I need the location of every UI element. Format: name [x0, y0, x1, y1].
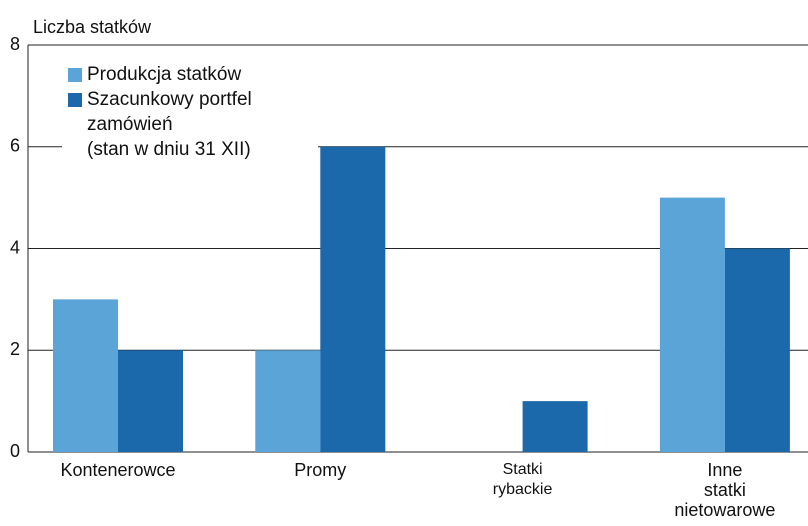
x-tick-label: Promy — [294, 460, 347, 480]
legend-label: Szacunkowy portfel zamówień (stan w dniu… — [87, 89, 252, 160]
x-tick-label: Inne statki nietowarowe — [674, 460, 776, 520]
bar — [53, 299, 118, 452]
legend-item: Produkcja statków — [68, 62, 318, 87]
bar — [522, 401, 588, 452]
bar — [255, 350, 321, 452]
y-tick-label: 6 — [10, 136, 20, 156]
y-tick-label: 0 — [10, 441, 20, 461]
bar — [659, 197, 725, 452]
y-tick-label: 4 — [10, 237, 20, 257]
bar — [724, 248, 790, 452]
x-tick-label: Statki rybackie — [492, 461, 553, 498]
y-tick-label: 8 — [10, 34, 20, 54]
x-tick-label: Kontenerowce — [60, 460, 176, 480]
legend-swatch — [68, 93, 82, 107]
bar — [320, 146, 386, 452]
y-axis-label: Liczba statków — [33, 17, 152, 37]
legend-swatch — [68, 68, 82, 82]
y-tick-label: 2 — [10, 339, 20, 359]
legend-label: Produkcja statków — [87, 64, 242, 85]
legend-item: Szacunkowy portfel zamówień (stan w dniu… — [68, 87, 318, 162]
legend: Produkcja statków Szacunkowy portfel zamó… — [62, 58, 318, 168]
bar — [118, 350, 183, 452]
